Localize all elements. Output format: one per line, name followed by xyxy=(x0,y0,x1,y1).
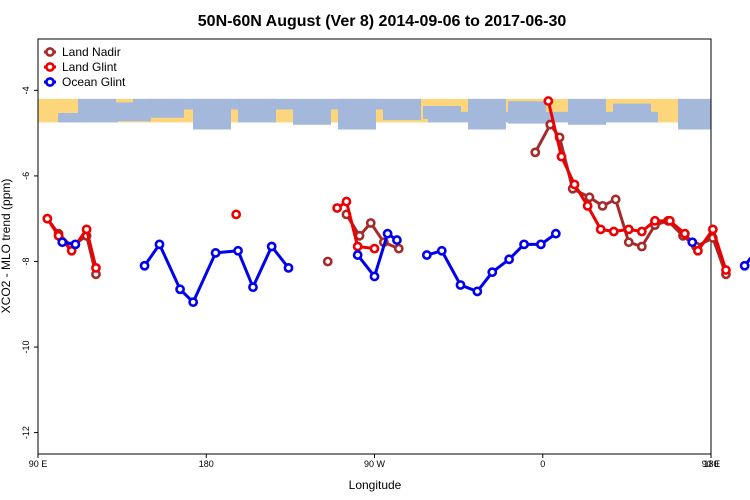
data-point xyxy=(623,237,634,248)
legend-swatch-marker xyxy=(45,77,55,87)
series-layer xyxy=(42,96,750,308)
series-land-glint xyxy=(42,96,731,275)
data-point xyxy=(519,239,529,250)
data-point xyxy=(392,235,402,245)
data-point xyxy=(365,218,376,228)
data-point xyxy=(504,254,514,265)
data-point xyxy=(595,224,606,235)
data-point xyxy=(42,213,53,224)
data-point xyxy=(266,241,277,252)
map-ocean xyxy=(678,98,711,130)
data-point xyxy=(584,192,595,203)
y-tick-label: -8 xyxy=(21,257,31,265)
y-axis: -4 -6 -8 -10 -12 xyxy=(21,86,38,439)
world-map-strip xyxy=(38,98,711,130)
x-axis-label: Longitude xyxy=(349,478,402,492)
x-tick-label: 0 xyxy=(540,459,545,469)
series-line xyxy=(743,256,750,267)
data-point xyxy=(636,226,647,237)
data-point xyxy=(341,196,352,207)
x-tick-label: 90 W xyxy=(364,459,386,469)
data-point xyxy=(352,241,363,252)
legend-item: Land Glint xyxy=(44,60,117,74)
data-point xyxy=(610,194,621,205)
data-point xyxy=(472,286,483,297)
x-tick-label: 180 xyxy=(703,459,718,469)
data-point xyxy=(543,96,554,106)
legend-item: Ocean Glint xyxy=(44,75,126,89)
data-point xyxy=(210,248,221,258)
data-point xyxy=(369,271,380,282)
data-point xyxy=(91,262,101,273)
series-ocean-glint xyxy=(57,228,750,308)
data-point xyxy=(693,245,703,256)
data-point xyxy=(679,228,690,239)
data-point xyxy=(582,200,593,211)
series-land-nadir xyxy=(42,119,731,280)
legend-label: Land Nadir xyxy=(62,45,121,59)
map-ocean xyxy=(428,111,658,123)
y-tick-label: -10 xyxy=(21,341,31,354)
data-point xyxy=(487,267,498,278)
data-point xyxy=(57,237,68,248)
data-point xyxy=(556,151,567,162)
data-point xyxy=(721,265,731,275)
y-axis-label: XCO2 - MLO trend (ppm) xyxy=(0,179,13,314)
y-tick-label: -6 xyxy=(21,172,31,180)
y-tick-label: -12 xyxy=(21,426,31,439)
series-line xyxy=(336,200,375,251)
data-point xyxy=(636,241,647,252)
data-point xyxy=(530,147,541,158)
legend-swatch-marker xyxy=(45,47,55,57)
y-tick-label: -4 xyxy=(21,86,31,94)
data-point xyxy=(550,228,561,239)
data-point xyxy=(421,250,432,260)
data-point xyxy=(369,243,380,254)
data-point xyxy=(154,239,165,250)
data-point xyxy=(664,215,675,226)
data-point xyxy=(687,237,698,248)
legend-label: Ocean Glint xyxy=(62,75,126,89)
data-point xyxy=(436,245,447,256)
data-point xyxy=(332,203,343,213)
map-ocean xyxy=(58,113,118,123)
legend-swatch-marker xyxy=(45,62,55,72)
data-point xyxy=(623,224,634,235)
data-point xyxy=(175,284,185,295)
legend-item: Land Nadir xyxy=(44,45,121,59)
data-point xyxy=(455,280,466,290)
data-point xyxy=(81,224,92,235)
data-point xyxy=(569,179,580,190)
data-point xyxy=(608,226,619,237)
data-point xyxy=(382,228,393,239)
x-tick-label: 180 xyxy=(199,459,214,469)
legend-label: Land Glint xyxy=(62,60,117,74)
data-point xyxy=(322,256,333,267)
data-point xyxy=(188,297,199,308)
map-ocean xyxy=(383,98,421,121)
data-point xyxy=(139,260,150,271)
data-point xyxy=(352,250,363,260)
data-point xyxy=(739,260,750,271)
data-point xyxy=(283,262,294,273)
data-point xyxy=(248,282,258,293)
data-point xyxy=(70,239,81,250)
data-point xyxy=(650,215,660,226)
x-tick-label: 90 E xyxy=(29,459,48,469)
data-point xyxy=(597,200,608,211)
x-tick-label: 90 E xyxy=(702,459,721,469)
data-point xyxy=(535,239,546,250)
data-point xyxy=(393,243,404,254)
map-ocean xyxy=(133,98,383,110)
data-point xyxy=(233,245,243,256)
series-line xyxy=(356,232,398,278)
data-point xyxy=(707,224,718,235)
data-point xyxy=(231,209,242,220)
chart-title: 50N-60N August (Ver 8) 2014-09-06 to 201… xyxy=(198,13,567,30)
